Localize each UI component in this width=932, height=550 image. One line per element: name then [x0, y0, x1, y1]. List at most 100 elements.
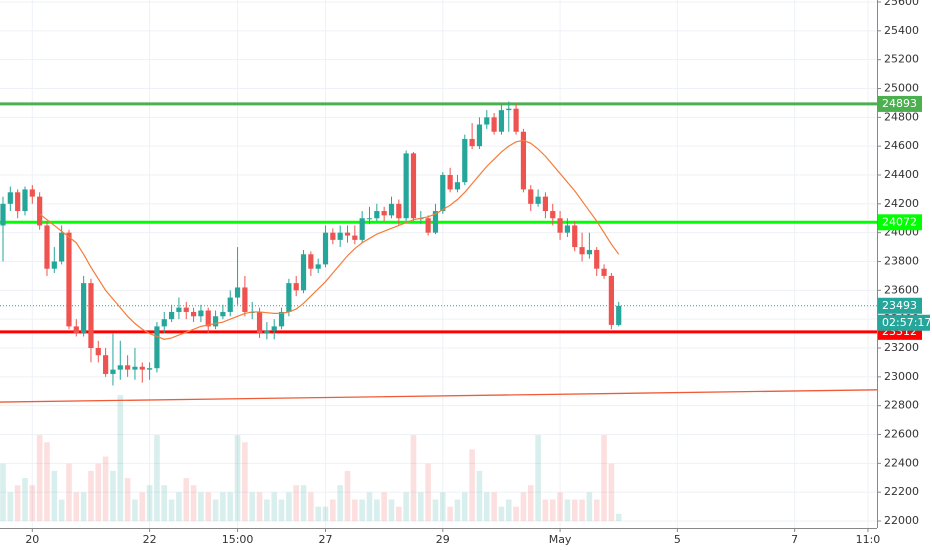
- volume-bar: [381, 492, 387, 521]
- x-tick-label: 29: [436, 533, 450, 546]
- candle-body: [286, 283, 292, 312]
- candle-body: [322, 232, 329, 265]
- volume-bar: [249, 492, 256, 521]
- volume-bar: [527, 485, 534, 521]
- y-tick-label: 22600: [884, 428, 919, 441]
- volume-bar: [579, 499, 585, 521]
- plot: [0, 0, 877, 528]
- volume-bar: [498, 506, 505, 521]
- candle-body: [425, 218, 431, 233]
- y-tick-label: 22200: [884, 485, 919, 498]
- volume-bar: [227, 492, 234, 521]
- volume-bar: [535, 435, 541, 521]
- volume-bar: [483, 492, 490, 521]
- candle-body: [22, 189, 28, 212]
- volume-bar: [80, 492, 87, 521]
- volume-bar: [410, 435, 417, 521]
- candle-body: [315, 264, 321, 269]
- volume-bar: [491, 492, 497, 521]
- candle-body: [476, 124, 483, 147]
- candle-body: [73, 326, 79, 334]
- candle-body: [190, 311, 197, 317]
- volume-bar: [139, 492, 146, 521]
- candle-body: [271, 326, 277, 331]
- level-label-bg: [878, 95, 922, 112]
- candle-body: [15, 192, 21, 212]
- volume-bar: [608, 463, 615, 521]
- volume-bar: [29, 485, 36, 521]
- candle-body: [183, 307, 189, 312]
- candle-body: [506, 108, 512, 111]
- trendline: [0, 389, 877, 403]
- volume-bar: [337, 485, 343, 521]
- candle-body: [161, 319, 167, 327]
- volume-bar: [234, 435, 241, 521]
- candle-body: [352, 235, 358, 240]
- candle-body: [403, 153, 409, 219]
- candle-body: [579, 247, 585, 255]
- x-tick-label: 15:00: [222, 533, 254, 546]
- volume-bar: [110, 470, 116, 521]
- volume-bar: [242, 442, 248, 521]
- candle-body: [557, 218, 563, 233]
- candle-body: [29, 189, 35, 197]
- volume-bar: [124, 478, 131, 521]
- candle-body: [264, 330, 270, 334]
- volume-bar: [440, 492, 446, 521]
- y-tick-label: 24400: [884, 168, 919, 181]
- volume-bar: [58, 499, 65, 521]
- candle-body: [520, 131, 527, 190]
- volume-bar: [102, 456, 109, 521]
- volume-bar: [315, 506, 321, 521]
- volume-bar: [593, 499, 600, 521]
- y-tick-label: 22800: [884, 399, 919, 412]
- y-tick-label: 23600: [884, 283, 919, 296]
- volume-bar: [161, 485, 168, 521]
- candle-body: [66, 232, 72, 327]
- volume-bar: [520, 492, 527, 521]
- candle-body: [498, 110, 505, 132]
- candle-body: [366, 218, 373, 220]
- volume-bar: [212, 499, 219, 521]
- volume-bar: [476, 470, 483, 521]
- volume-bar: [44, 442, 50, 521]
- level-label-bg: [878, 214, 922, 231]
- candle-body: [103, 355, 109, 374]
- candle-body: [586, 249, 592, 255]
- volume-bar: [256, 492, 263, 521]
- volume-bar: [117, 395, 124, 521]
- candle-body: [293, 283, 299, 291]
- volume-bar: [300, 485, 307, 521]
- candle-body: [491, 117, 497, 132]
- volume-bar: [454, 499, 461, 521]
- candle-body: [132, 366, 138, 370]
- candle-body: [381, 211, 387, 216]
- volume-bar: [205, 492, 212, 521]
- volume-bar: [505, 499, 512, 521]
- candle-body: [308, 254, 314, 269]
- y-tick-label: 25000: [884, 82, 919, 95]
- candle-body: [110, 369, 116, 374]
- volume-bar: [286, 492, 292, 521]
- candle-body: [212, 316, 219, 327]
- volume-bar: [66, 463, 72, 521]
- candle-body: [81, 283, 87, 334]
- volume-bar: [51, 470, 58, 521]
- level-label: 24072: [882, 215, 917, 228]
- volume-bar: [293, 485, 299, 521]
- volume-bar: [88, 470, 94, 521]
- volume-bar: [366, 492, 373, 521]
- volume-bar: [388, 499, 395, 521]
- volume-bar: [359, 499, 365, 521]
- volume-bar: [447, 506, 453, 521]
- volume-bar: [308, 492, 314, 521]
- candle-body: [374, 211, 380, 219]
- volume-bar: [278, 499, 285, 521]
- volume-bar: [168, 499, 175, 521]
- volume-bar: [542, 499, 549, 521]
- candle-body: [359, 218, 365, 240]
- candle-body: [454, 182, 461, 190]
- y-tick-label: 24200: [884, 197, 919, 210]
- volume-bar: [36, 435, 43, 521]
- volume-bar: [403, 492, 409, 521]
